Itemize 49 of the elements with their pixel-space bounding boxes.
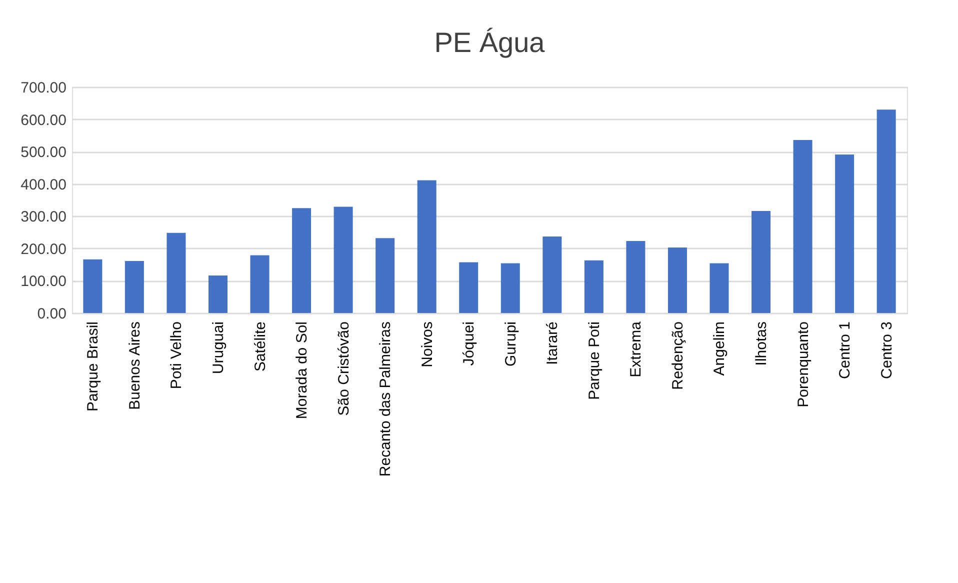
- bar: [626, 241, 646, 313]
- x-tick-label: Centro 1: [836, 322, 854, 380]
- bar: [166, 232, 186, 313]
- x-tick-label: Parque Poti: [586, 322, 603, 400]
- bar: [793, 140, 812, 313]
- y-tick-label: 100.00: [20, 273, 66, 290]
- bar: [710, 263, 729, 313]
- bar: [668, 247, 687, 313]
- bar: [835, 154, 854, 313]
- y-tick-label: 400.00: [20, 176, 66, 194]
- x-tick-label: Uruguai: [210, 322, 227, 374]
- bar: [292, 208, 312, 313]
- y-tick-label: 500.00: [20, 144, 66, 162]
- bar: [376, 238, 395, 313]
- x-tick-label: Parque Brasil: [84, 322, 102, 412]
- x-tick-label: Extrema: [628, 320, 645, 378]
- x-tick-label: Buenos Aires: [126, 322, 144, 410]
- y-tick-label: 700.00: [20, 80, 66, 96]
- y-tick-label: 0.00: [37, 306, 66, 322]
- x-tick-label: Recanto das Palmeiras: [377, 322, 394, 477]
- x-tick-label: Angelim: [711, 322, 728, 376]
- x-tick-label: Gurupi: [502, 322, 520, 367]
- x-tick-label: Morada do Sol: [294, 322, 311, 420]
- bar: [542, 236, 562, 313]
- y-tick-label: 600.00: [20, 112, 66, 129]
- bar: [500, 263, 520, 313]
- x-tick-label: Poti Velho: [168, 322, 186, 390]
- y-tick-label: 200.00: [20, 240, 66, 258]
- bar: [83, 259, 102, 313]
- bar: [876, 110, 896, 313]
- x-tick-label: São Cristóvão: [335, 322, 352, 416]
- x-tick-label: Jóquei: [460, 322, 478, 366]
- x-tick-label: Centro 3: [878, 322, 896, 380]
- x-tick-label: Porenquanto: [794, 322, 812, 408]
- bar: [584, 260, 604, 313]
- bar: [334, 206, 353, 313]
- bar: [124, 261, 144, 313]
- x-tick-label: Redenção: [669, 322, 686, 390]
- bar: [417, 180, 436, 313]
- x-tick-label: Satélite: [252, 322, 269, 372]
- y-tick-label: 300.00: [20, 208, 66, 226]
- bar: [208, 276, 228, 313]
- x-tick-label: Ilhotas: [753, 322, 770, 366]
- x-tick-label: Noivos: [418, 322, 436, 368]
- bar: [752, 210, 771, 313]
- chart-title: PE Água: [434, 27, 546, 58]
- x-tick-label: Itararé: [544, 322, 562, 365]
- bar: [250, 255, 270, 313]
- bar: [459, 262, 478, 313]
